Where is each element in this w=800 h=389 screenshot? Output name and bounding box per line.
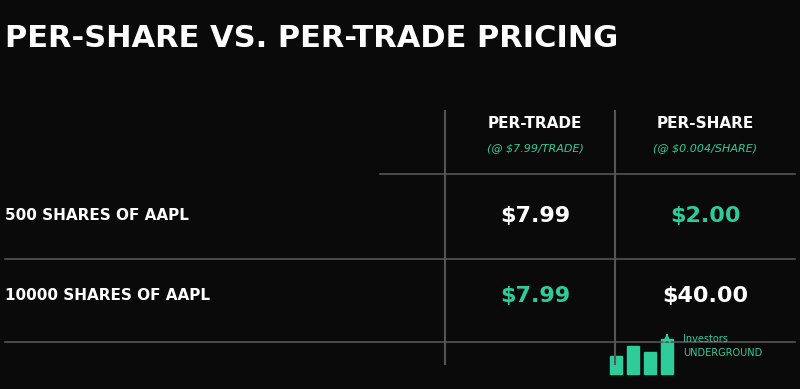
Text: $7.99: $7.99 (500, 206, 570, 226)
Bar (610, 356, 622, 374)
Bar (644, 352, 656, 374)
Text: Investors
UNDERGROUND: Investors UNDERGROUND (683, 335, 762, 357)
Text: PER-SHARE: PER-SHARE (656, 116, 754, 131)
Text: PER-SHARE VS. PER-TRADE PRICING: PER-SHARE VS. PER-TRADE PRICING (5, 24, 618, 53)
Text: $2.00: $2.00 (670, 206, 740, 226)
Text: 10000 SHARES OF AAPL: 10000 SHARES OF AAPL (5, 289, 210, 303)
Text: 500 SHARES OF AAPL: 500 SHARES OF AAPL (5, 209, 189, 224)
Text: (@ $0.004/SHARE): (@ $0.004/SHARE) (653, 143, 757, 153)
Bar (661, 339, 673, 374)
Text: $40.00: $40.00 (662, 286, 748, 306)
Bar (627, 346, 639, 374)
Text: $7.99: $7.99 (500, 286, 570, 306)
Text: PER-TRADE: PER-TRADE (488, 116, 582, 131)
Text: (@ $7.99/TRADE): (@ $7.99/TRADE) (486, 143, 583, 153)
